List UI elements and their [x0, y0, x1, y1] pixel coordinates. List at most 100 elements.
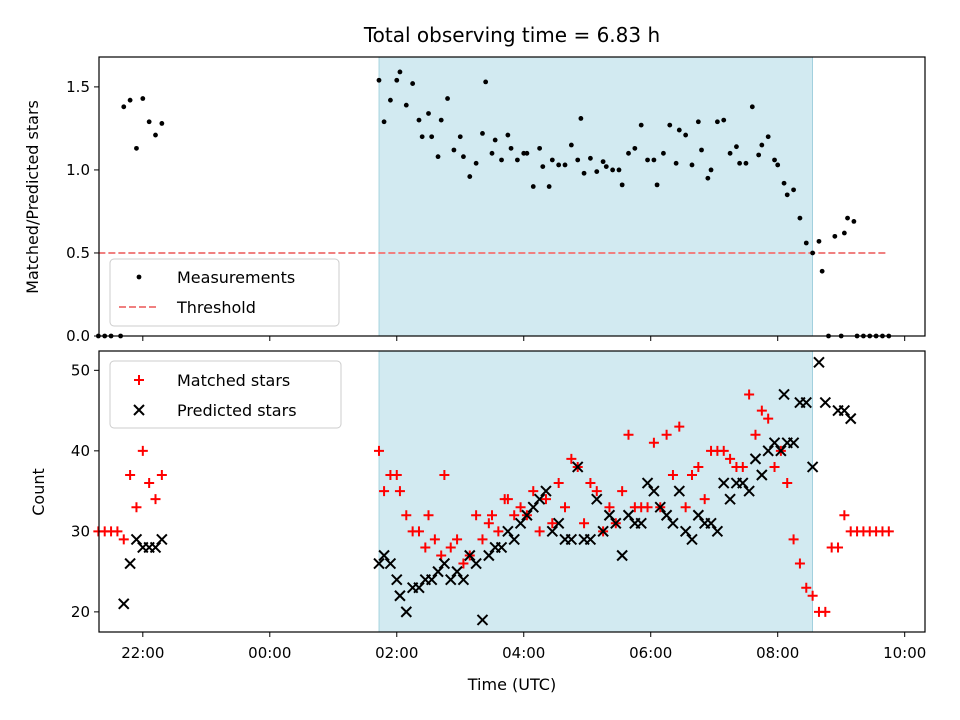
y-tick-label: 1.5: [66, 78, 90, 96]
matched-star-point: [528, 486, 539, 497]
matched-star-point: [617, 486, 628, 497]
predicted-star-point: [800, 396, 812, 409]
x-tick-label: 22:00: [121, 644, 164, 662]
measurement-point: [695, 119, 701, 125]
legend-predicted-label: Predicted stars: [177, 401, 297, 420]
measurement-point: [667, 122, 673, 128]
x-tick-label: 06:00: [629, 644, 672, 662]
measurement-point: [530, 184, 536, 189]
matched-star-point: [788, 534, 799, 545]
measurement-point: [578, 116, 584, 121]
measurement-point: [616, 167, 622, 173]
bottom-panel: 20 30 40 50 22:00 00:00 02:00 04:00 06:00 08:00 10…: [71, 350, 926, 662]
predicted-star-point: [156, 533, 168, 546]
measurement-point: [816, 238, 822, 244]
matched-star-point: [509, 510, 520, 521]
measurement-point: [797, 215, 803, 221]
matched-star-point: [413, 526, 424, 537]
measurement-point: [845, 215, 850, 221]
measurement-point: [683, 132, 689, 138]
predicted-star-point: [445, 573, 457, 586]
measurement-point: [654, 182, 660, 188]
measurement-point: [651, 157, 657, 163]
measurement-point: [661, 150, 666, 156]
matched-star-point: [756, 405, 767, 416]
legend-matched-label: Matched stars: [177, 371, 290, 390]
matched-star-point: [560, 502, 571, 513]
predicted-star-point: [737, 477, 749, 489]
predicted-star-point: [603, 509, 616, 521]
predicted-star-point: [572, 461, 584, 473]
measurement-point: [803, 240, 809, 246]
y-tick-label: 30: [71, 522, 90, 540]
top-y-axis-label: Matched/Predicted stars: [23, 100, 42, 294]
measurement-point: [153, 132, 158, 138]
predicted-star-point: [692, 509, 705, 521]
matched-star-point: [471, 510, 482, 521]
matched-star-point: [458, 558, 469, 569]
measurement-point: [546, 184, 552, 189]
matched-star-point: [477, 534, 488, 545]
measurement-point: [457, 134, 463, 140]
measurement-point: [781, 180, 787, 186]
measurement-point: [451, 147, 457, 153]
matched-star-point: [515, 502, 526, 513]
measurement-point: [727, 150, 733, 156]
matched-star-point: [379, 486, 390, 497]
matched-star-point: [839, 510, 850, 521]
predicted-star-point: [591, 493, 603, 505]
matched-star-point: [667, 469, 678, 480]
predicted-star-point: [597, 525, 609, 538]
predicted-star-point: [749, 453, 762, 465]
measurement-point: [749, 104, 755, 110]
predicted-star-point: [635, 517, 647, 530]
predicted-star-point: [648, 485, 660, 497]
measurement-point: [134, 145, 139, 151]
predicted-star-point: [787, 437, 800, 449]
predicted-star-point: [711, 525, 724, 538]
matched-star-point: [769, 461, 780, 472]
predicted-star-point: [425, 573, 438, 586]
measurement-point: [505, 132, 511, 138]
predicted-star-point: [654, 501, 666, 513]
measurement-point: [394, 77, 400, 83]
predicted-star-point: [552, 517, 565, 530]
matched-star-point: [401, 510, 412, 521]
predicted-star-point: [464, 549, 476, 562]
measurement-point: [140, 96, 146, 101]
matched-star-point: [833, 542, 844, 553]
matched-star-point: [591, 486, 602, 497]
predicted-star-point: [819, 396, 832, 409]
predicted-star-point: [384, 557, 397, 570]
matched-star-point: [750, 429, 761, 440]
measurement-point: [714, 119, 720, 125]
matched-star-point: [373, 445, 384, 456]
predicted-star-point: [124, 557, 136, 570]
measurement-point: [594, 169, 600, 174]
measurement-point: [376, 77, 382, 83]
measurement-point: [429, 134, 435, 140]
measurement-point: [610, 167, 616, 173]
matched-star-point: [794, 558, 805, 569]
predicted-star-point: [495, 541, 508, 554]
matched-star-point: [699, 494, 710, 505]
predicted-star-point: [457, 573, 470, 586]
predicted-star-point: [118, 598, 130, 610]
predicted-star-point: [584, 533, 597, 546]
predicted-star-point: [438, 557, 451, 570]
measurement-point: [419, 134, 425, 140]
measurement-point: [127, 97, 133, 103]
predicted-star-point: [508, 533, 520, 546]
measurement-point: [410, 81, 416, 86]
matched-star-point: [820, 606, 831, 617]
legend-measurements-label: Measurements: [177, 268, 295, 287]
predicted-star-point: [514, 517, 527, 530]
legend-predicted-marker: [133, 404, 145, 416]
matched-star-point: [137, 445, 148, 456]
measurement-point: [759, 142, 765, 148]
matched-star-point: [112, 526, 123, 537]
predicted-star-point: [775, 445, 787, 457]
legend-matched-marker: [134, 375, 144, 385]
measurement-point: [832, 233, 838, 239]
matched-star-point: [744, 389, 755, 400]
